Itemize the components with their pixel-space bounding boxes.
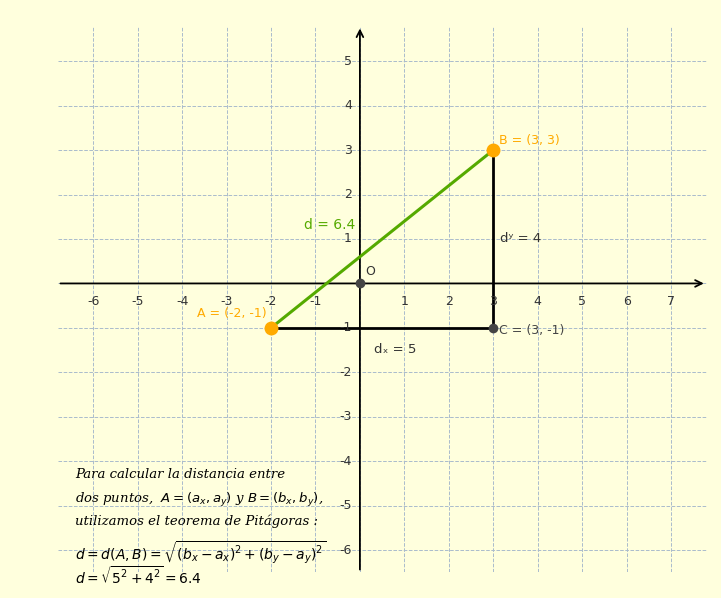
- Text: dʸ = 4: dʸ = 4: [500, 233, 541, 246]
- Text: A = (-2, -1): A = (-2, -1): [197, 307, 267, 320]
- Text: -1: -1: [309, 295, 322, 307]
- Text: -6: -6: [87, 295, 99, 307]
- Text: $d = \sqrt{5^2 + 4^2} = 6.4$: $d = \sqrt{5^2 + 4^2} = 6.4$: [76, 565, 203, 587]
- Text: -4: -4: [340, 454, 352, 468]
- Text: 1: 1: [400, 295, 408, 307]
- Text: Para calcular la distancia entre: Para calcular la distancia entre: [76, 468, 286, 481]
- Text: 5: 5: [344, 55, 352, 68]
- Text: -3: -3: [221, 295, 233, 307]
- Text: -3: -3: [340, 410, 352, 423]
- Text: dₓ = 5: dₓ = 5: [374, 343, 417, 356]
- Text: 1: 1: [344, 233, 352, 246]
- Text: -5: -5: [131, 295, 144, 307]
- Text: 6: 6: [623, 295, 631, 307]
- Text: B = (3, 3): B = (3, 3): [499, 133, 559, 147]
- Text: 7: 7: [667, 295, 675, 307]
- Text: dos puntos,  $A = (a_x, a_y)$ y $B = (b_x, b_y)$,: dos puntos, $A = (a_x, a_y)$ y $B = (b_x…: [76, 491, 324, 509]
- Text: -5: -5: [340, 499, 352, 512]
- Text: -2: -2: [340, 366, 352, 379]
- Text: 2: 2: [344, 188, 352, 201]
- Text: -4: -4: [176, 295, 188, 307]
- Text: 4: 4: [344, 99, 352, 112]
- Text: -6: -6: [340, 544, 352, 557]
- Text: 4: 4: [534, 295, 541, 307]
- Text: -1: -1: [340, 321, 352, 334]
- Text: 3: 3: [490, 295, 497, 307]
- Text: C = (3, -1): C = (3, -1): [499, 324, 564, 337]
- Text: utilizamos el teorema de Pitágoras :: utilizamos el teorema de Pitágoras :: [76, 514, 319, 527]
- Text: 3: 3: [344, 144, 352, 157]
- Text: $d = d(A, B) = \sqrt{(b_x - a_x)^2 + (b_y - a_y)^2}$: $d = d(A, B) = \sqrt{(b_x - a_x)^2 + (b_…: [76, 539, 327, 566]
- Text: O: O: [366, 265, 375, 278]
- Text: d = 6.4: d = 6.4: [304, 218, 355, 233]
- Text: 5: 5: [578, 295, 586, 307]
- Text: 2: 2: [445, 295, 453, 307]
- Text: -2: -2: [265, 295, 277, 307]
